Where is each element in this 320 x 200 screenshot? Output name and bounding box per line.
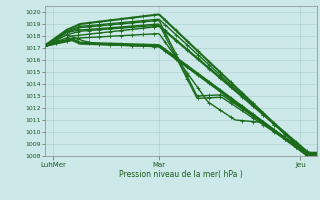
X-axis label: Pression niveau de la mer( hPa ): Pression niveau de la mer( hPa )	[119, 170, 243, 179]
